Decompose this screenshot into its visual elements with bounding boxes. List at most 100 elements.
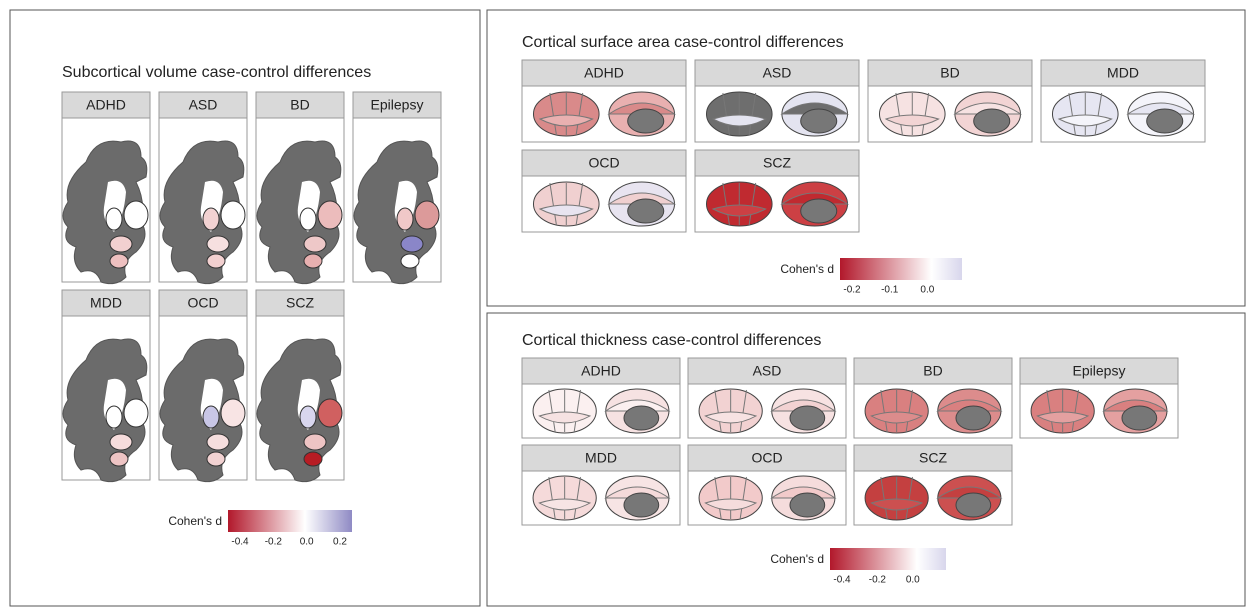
region (396, 207, 414, 231)
region (206, 433, 230, 451)
region (604, 399, 671, 412)
facet-header (255, 91, 345, 119)
region (206, 451, 226, 467)
medial-wall (627, 108, 665, 134)
region-edge (549, 182, 557, 226)
region (109, 235, 133, 253)
medial-wall (1121, 405, 1158, 431)
legend-tick: -0.2 (265, 537, 283, 548)
region-edge (905, 389, 913, 433)
facet-header (521, 149, 687, 177)
facet-label: ASD (189, 97, 218, 113)
medial-wall (1146, 108, 1184, 134)
legend-label: Cohen's d (780, 262, 834, 276)
legend-tick: -0.1 (881, 285, 899, 296)
facet-header (853, 357, 1013, 385)
legend-tick: 0.0 (920, 285, 934, 296)
colorbar (830, 548, 946, 570)
region-edge (575, 182, 584, 226)
panel-title: Cortical surface area case-control diffe… (522, 34, 844, 51)
medial-wall (789, 405, 826, 431)
region (400, 253, 420, 269)
facet-label: SCZ (919, 450, 947, 466)
facet-header (521, 59, 687, 87)
facet-label: Epilepsy (371, 97, 424, 113)
region-edge (575, 92, 584, 136)
facet-label: MDD (90, 295, 122, 311)
region (604, 486, 671, 499)
region-edge (739, 476, 747, 520)
region (202, 405, 220, 429)
region-edge (714, 476, 722, 520)
region (1036, 411, 1090, 424)
legend-tick: 0.0 (906, 575, 920, 586)
facet-header (158, 289, 248, 317)
region-edge (739, 389, 747, 433)
region (711, 204, 767, 217)
region (105, 207, 123, 231)
region (109, 451, 129, 467)
region (936, 399, 1003, 412)
panel-border (486, 9, 1246, 307)
region (303, 451, 323, 467)
legend-label: Cohen's d (168, 514, 222, 528)
region (220, 398, 246, 428)
facet-header (158, 91, 248, 119)
region (538, 204, 594, 217)
region-edge (921, 92, 930, 136)
legend-tick: -0.4 (833, 575, 851, 586)
facet-label: OCD (751, 450, 782, 466)
region-edge (748, 92, 757, 136)
facet-label: BD (290, 97, 309, 113)
panel-border (9, 9, 481, 607)
legend-tick: 0.0 (300, 537, 314, 548)
region (780, 102, 850, 115)
region (299, 207, 317, 231)
region-edge (549, 92, 557, 136)
facet-label: MDD (1107, 65, 1139, 81)
region (538, 498, 592, 511)
facet-header (521, 357, 681, 385)
region (206, 235, 230, 253)
region-edge (548, 389, 556, 433)
legend-tick: -0.2 (869, 575, 887, 586)
region-edge (548, 476, 556, 520)
facet-header (687, 444, 847, 472)
region (123, 200, 149, 230)
facet-label: ADHD (86, 97, 126, 113)
facet-header (1019, 357, 1179, 385)
colorbar (840, 258, 962, 280)
region-edge (880, 476, 888, 520)
region (870, 498, 924, 511)
region-edge (895, 92, 903, 136)
facet-header (694, 149, 860, 177)
region-edge (573, 476, 581, 520)
region (704, 411, 758, 424)
region (953, 102, 1023, 115)
region (317, 200, 343, 230)
medial-wall (800, 108, 838, 134)
medial-wall (623, 492, 660, 518)
region (711, 114, 767, 127)
region (607, 102, 677, 115)
medial-wall (955, 492, 992, 518)
facet-header (61, 91, 151, 119)
facet-label: BD (940, 65, 959, 81)
facet-label: BD (923, 363, 942, 379)
region (303, 253, 323, 269)
region (414, 200, 440, 230)
region (607, 192, 677, 205)
facet-header (352, 91, 442, 119)
medial-wall (789, 492, 826, 518)
region (206, 253, 226, 269)
facet-label: ASD (763, 65, 792, 81)
facet-header (694, 59, 860, 87)
medial-wall (623, 405, 660, 431)
facet-header (687, 357, 847, 385)
panel-title: Subcortical volume case-control differen… (62, 64, 371, 81)
facet-label: SCZ (286, 295, 314, 311)
region (303, 433, 327, 451)
region-edge (748, 182, 757, 226)
panel-border (486, 312, 1246, 607)
facet-label: OCD (588, 155, 619, 171)
